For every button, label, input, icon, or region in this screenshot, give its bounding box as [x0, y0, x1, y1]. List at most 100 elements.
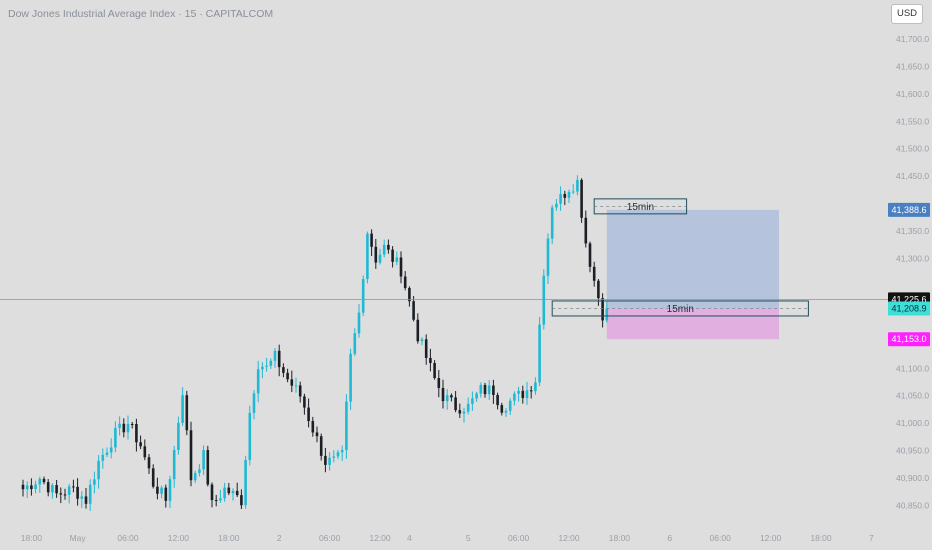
- candle-body: [387, 244, 390, 250]
- price-tag-bg: [888, 332, 930, 347]
- candle-body: [277, 350, 281, 368]
- candle-body: [546, 238, 550, 276]
- candle-body: [597, 280, 600, 299]
- candle-body: [374, 246, 378, 263]
- candle-body: [517, 390, 520, 394]
- candle-body: [210, 484, 214, 501]
- candle-body: [109, 447, 113, 453]
- candle-body: [500, 405, 504, 413]
- x-tick-label: 06:00: [710, 533, 732, 543]
- candle-body: [105, 452, 109, 455]
- candle-body: [399, 257, 403, 277]
- candle-body: [206, 450, 210, 485]
- candle-body: [294, 385, 298, 387]
- candle-body: [101, 454, 105, 461]
- candle-body: [529, 390, 533, 392]
- candle-body: [550, 207, 554, 239]
- y-tick-label: 40,850.0: [896, 501, 929, 511]
- candle-body: [198, 469, 201, 473]
- y-tick-label: 41,550.0: [896, 116, 929, 126]
- candle-body: [357, 312, 361, 334]
- candle-body: [202, 450, 205, 470]
- x-tick-label: 06:00: [117, 533, 139, 543]
- candle-body: [382, 244, 386, 255]
- candle-body: [479, 384, 483, 394]
- position-zones: [606, 209, 779, 340]
- candle-body: [147, 457, 151, 469]
- candle-body: [433, 362, 436, 379]
- candle-body: [223, 487, 226, 499]
- candle-body: [164, 487, 168, 501]
- candle-body: [492, 385, 495, 395]
- x-tick-label: 4: [407, 533, 412, 543]
- currency-button[interactable]: USD: [891, 4, 923, 24]
- x-tick-label: 7: [869, 533, 874, 543]
- y-tick-label: 41,050.0: [896, 391, 929, 401]
- candle-body: [420, 339, 424, 342]
- candle-body: [126, 423, 130, 433]
- candle-body: [130, 423, 134, 425]
- candle-body: [315, 432, 319, 437]
- candle-body: [521, 390, 525, 399]
- candle-body: [72, 486, 75, 488]
- candle-body: [324, 455, 327, 465]
- candle-body: [584, 217, 588, 244]
- y-tick-label: 41,700.0: [896, 34, 929, 44]
- x-tick-label: May: [70, 533, 87, 543]
- x-tick-label: 18:00: [609, 533, 631, 543]
- candle-body: [118, 423, 121, 428]
- y-tick-label: 41,650.0: [896, 61, 929, 71]
- candle-body: [76, 486, 79, 499]
- y-tick-label: 40,950.0: [896, 446, 929, 456]
- price-tag-label: 41,388.6: [891, 205, 926, 215]
- candle-body: [559, 193, 562, 204]
- candle-body: [93, 479, 96, 485]
- candle-body: [172, 449, 176, 480]
- candle-body: [256, 369, 260, 394]
- x-tick-label: 6: [667, 533, 672, 543]
- y-tick-label: 41,500.0: [896, 144, 929, 154]
- candle-body: [395, 257, 399, 262]
- candle-body: [403, 276, 407, 288]
- candle-body: [424, 339, 428, 358]
- y-tick-label: 41,000.0: [896, 418, 929, 428]
- candle-body: [273, 350, 277, 361]
- candle-body: [496, 394, 499, 406]
- candle-body: [361, 279, 365, 313]
- candle-body: [84, 496, 88, 504]
- candle-body: [63, 494, 67, 496]
- price-tag-label: 41,208.9: [891, 304, 926, 314]
- candle-body: [55, 485, 58, 494]
- candle-body: [471, 398, 474, 404]
- candle-body: [429, 357, 432, 363]
- candle-body: [59, 493, 63, 495]
- candle-body: [542, 275, 546, 325]
- candle-body: [46, 482, 50, 493]
- candle-body: [214, 500, 218, 502]
- candle-body: [571, 191, 575, 193]
- candle-body: [349, 353, 352, 402]
- price-axis: 41,700.0 41,650.0 41,600.0 41,550.0 41,500.0…: [896, 34, 929, 511]
- candle-body: [38, 478, 42, 485]
- price-tags: 41,388.6 41,225.641,208.9 41,153.0: [888, 202, 930, 347]
- x-tick-label: 12:00: [760, 533, 782, 543]
- annotation-box-label: 15min: [667, 304, 694, 315]
- x-tick-label: 12:00: [168, 533, 190, 543]
- candle-body: [311, 421, 315, 433]
- candle-body: [576, 179, 579, 192]
- x-tick-label: 18:00: [218, 533, 240, 543]
- candle-body: [345, 401, 348, 451]
- candle-body: [290, 379, 294, 386]
- y-tick-label: 41,100.0: [896, 363, 929, 373]
- candle-body: [135, 424, 138, 443]
- candle-body: [563, 193, 567, 198]
- candle-body: [30, 485, 33, 490]
- candle-body: [605, 308, 609, 321]
- candle-body: [466, 403, 470, 412]
- candle-body: [483, 384, 487, 395]
- candle-body: [298, 385, 302, 397]
- annotation-box-label: 15min: [627, 202, 654, 213]
- candle-body: [592, 266, 596, 281]
- candle-body: [534, 382, 537, 392]
